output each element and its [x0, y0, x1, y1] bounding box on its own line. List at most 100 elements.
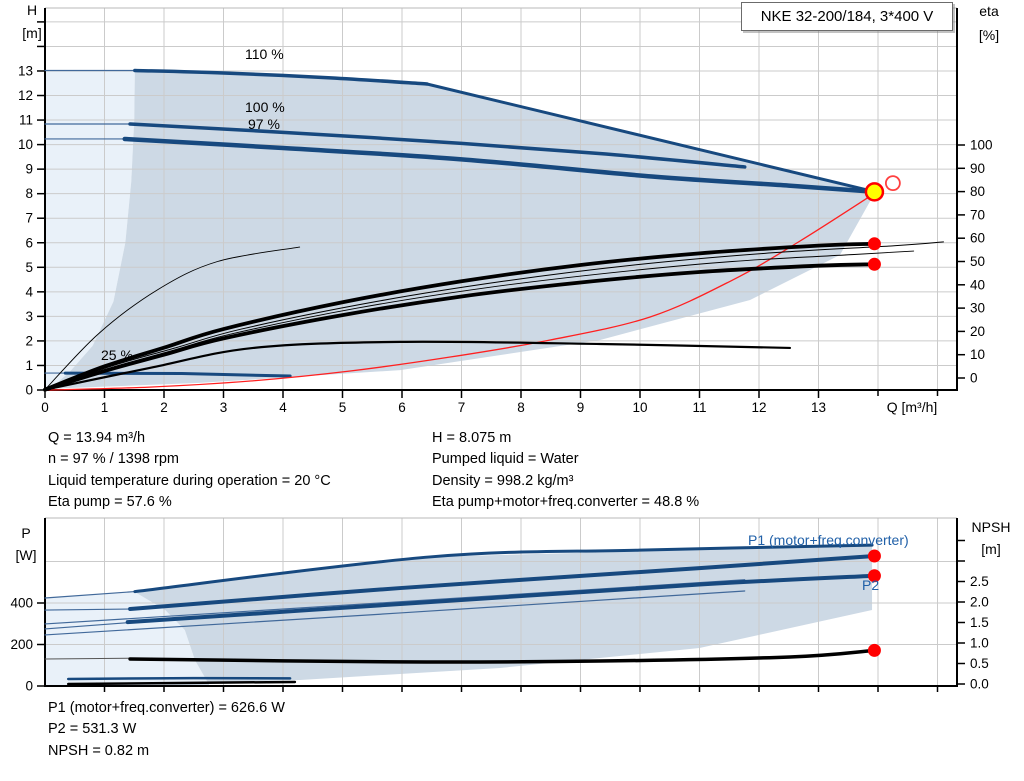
alt-duty-point-open[interactable]	[884, 175, 901, 192]
npsh-axis-unit: [m]	[981, 541, 1001, 557]
left-tick-label: 6	[25, 235, 33, 250]
left-tick-label: 4	[25, 284, 33, 299]
duty-point[interactable]	[864, 182, 885, 202]
info-line-npsh: NPSH = 0.82 m	[48, 742, 150, 759]
max-flow-cut-line	[425, 82, 876, 194]
left-tick-label: 9	[25, 162, 33, 177]
speed-label-25: 25 %	[101, 347, 133, 363]
right-tick-label: 0	[970, 371, 978, 386]
p2-dot	[867, 569, 881, 583]
right-tick-label: 80	[970, 184, 985, 199]
curve-100	[128, 122, 747, 169]
speed-label-100: 100 %	[245, 99, 285, 115]
npsh-25-short	[66, 680, 297, 686]
x-tick-label: 6	[398, 400, 406, 415]
eta-axis-unit: [%]	[978, 27, 1000, 43]
right-tick-label: 60	[970, 231, 985, 246]
p-axis-unit: [W]	[15, 547, 37, 563]
right-tick-label: 90	[970, 161, 985, 176]
p1-curve	[128, 553, 877, 612]
left-tick-label: 0	[25, 679, 33, 694]
info-line-q: Q = 13.94 m³/h	[48, 430, 146, 446]
npsh-axis-title: NPSH	[971, 519, 1011, 535]
x-tick-label: 4	[279, 400, 287, 415]
eta-total-dot	[867, 257, 881, 271]
p-axis-title: P	[21, 525, 31, 541]
info-line-temp: Liquid temperature during operation = 20…	[48, 472, 331, 489]
left-tick-label: 200	[10, 637, 33, 652]
power-npsh-chart: 0 200 400 0.0 0.5 1.0 1.5 2.0 2.5	[10, 517, 989, 694]
right-tick-label: 70	[970, 207, 985, 222]
info-line-h: H = 8.075 m	[432, 430, 512, 446]
qh-eta-chart: 0123456789101112130102030405060708090100…	[18, 7, 993, 415]
right-tick-label: 50	[970, 254, 985, 269]
x-tick-label: 1	[101, 400, 109, 415]
envelope-dark	[49, 70, 875, 389]
info-line-eta: Eta pump = 57.6 %	[48, 494, 172, 511]
envelope-light	[45, 70, 135, 389]
p1-lead	[44, 608, 131, 611]
p2-curve-label: P2	[862, 577, 880, 593]
left-tick-label: 2	[25, 333, 33, 348]
right-tick-label: 0.5	[970, 656, 989, 671]
x-tick-label: 13	[811, 400, 826, 415]
right-tick-label: 20	[970, 324, 985, 339]
power-info-column: P1 (motor+freq.converter) = 626.6 W P2 =…	[48, 698, 285, 762]
curve-110	[133, 68, 429, 86]
left-tick-label: 10	[18, 137, 33, 152]
p1-110-envelope	[133, 543, 874, 594]
left-tick-label: 8	[25, 186, 33, 201]
q-axis-title: Q [m³/h]	[886, 399, 938, 415]
left-tick-label: 13	[18, 63, 33, 78]
eta-100-thin	[44, 250, 915, 391]
x-tick-label: 0	[41, 400, 49, 415]
eta-pump-motor-curve	[43, 262, 877, 392]
x-tick-label: 11	[692, 400, 706, 415]
info-line-p2: P2 = 531.3 W	[48, 721, 137, 738]
info-line-density: Density = 998.2 kg/m³	[432, 472, 574, 489]
info-line-eta-tot: Eta pump+motor+freq.converter = 48.8 %	[432, 494, 700, 511]
p1-dot	[867, 549, 881, 563]
p1-110-lead	[44, 590, 136, 599]
p2-curve	[125, 573, 877, 625]
p2-lead	[44, 622, 129, 630]
x-tick-label: 7	[458, 400, 466, 415]
duty-info-left-column: Q = 13.94 m³/h n = 97 % / 1398 rpm Liqui…	[48, 428, 331, 514]
pump-type-title-box: NKE 32-200/184, 3*400 V	[741, 2, 953, 31]
left-tick-label: 11	[19, 113, 33, 128]
x-tick-label: 3	[220, 400, 228, 415]
right-tick-label: 40	[970, 277, 985, 292]
curve-97	[122, 136, 877, 194]
speed-label-110: 110 %	[245, 46, 284, 62]
eta-pump-curve	[43, 241, 877, 392]
duty-info-right-column: H = 8.075 m Pumped liquid = Water Densit…	[432, 428, 699, 514]
eta-pump-dot	[867, 237, 881, 251]
eta-axis-title: eta	[979, 3, 999, 19]
info-line-liquid: Pumped liquid = Water	[432, 451, 579, 468]
right-tick-label: 0.0	[970, 677, 989, 692]
speed-label-97: 97 %	[248, 116, 280, 132]
right-tick-label: 2.5	[970, 574, 989, 589]
left-tick-label: 3	[25, 309, 33, 324]
npsh-lead	[44, 657, 131, 660]
left-tick-label: 0	[25, 383, 33, 398]
p2-100-thin	[44, 590, 746, 636]
eta-110-thin	[44, 241, 944, 391]
left-tick-label: 400	[10, 596, 33, 611]
right-tick-label: 30	[970, 301, 985, 316]
h-axis-unit: [m]	[22, 25, 42, 41]
x-tick-label: 2	[160, 400, 168, 415]
eta-low-speed	[43, 340, 792, 391]
info-line-p1: P1 (motor+freq.converter) = 626.6 W	[48, 700, 285, 716]
envelope-dark-b	[134, 544, 873, 686]
npsh-dot	[867, 643, 881, 657]
x-tick-label: 5	[339, 400, 347, 415]
x-tick-label: 12	[751, 400, 766, 415]
right-tick-label: 100	[970, 138, 993, 153]
eta-25-arc	[44, 246, 301, 391]
x-tick-label: 8	[517, 400, 525, 415]
p1-curve-label: P1 (motor+freq.converter)	[748, 532, 909, 548]
left-tick-label: 7	[25, 211, 33, 226]
